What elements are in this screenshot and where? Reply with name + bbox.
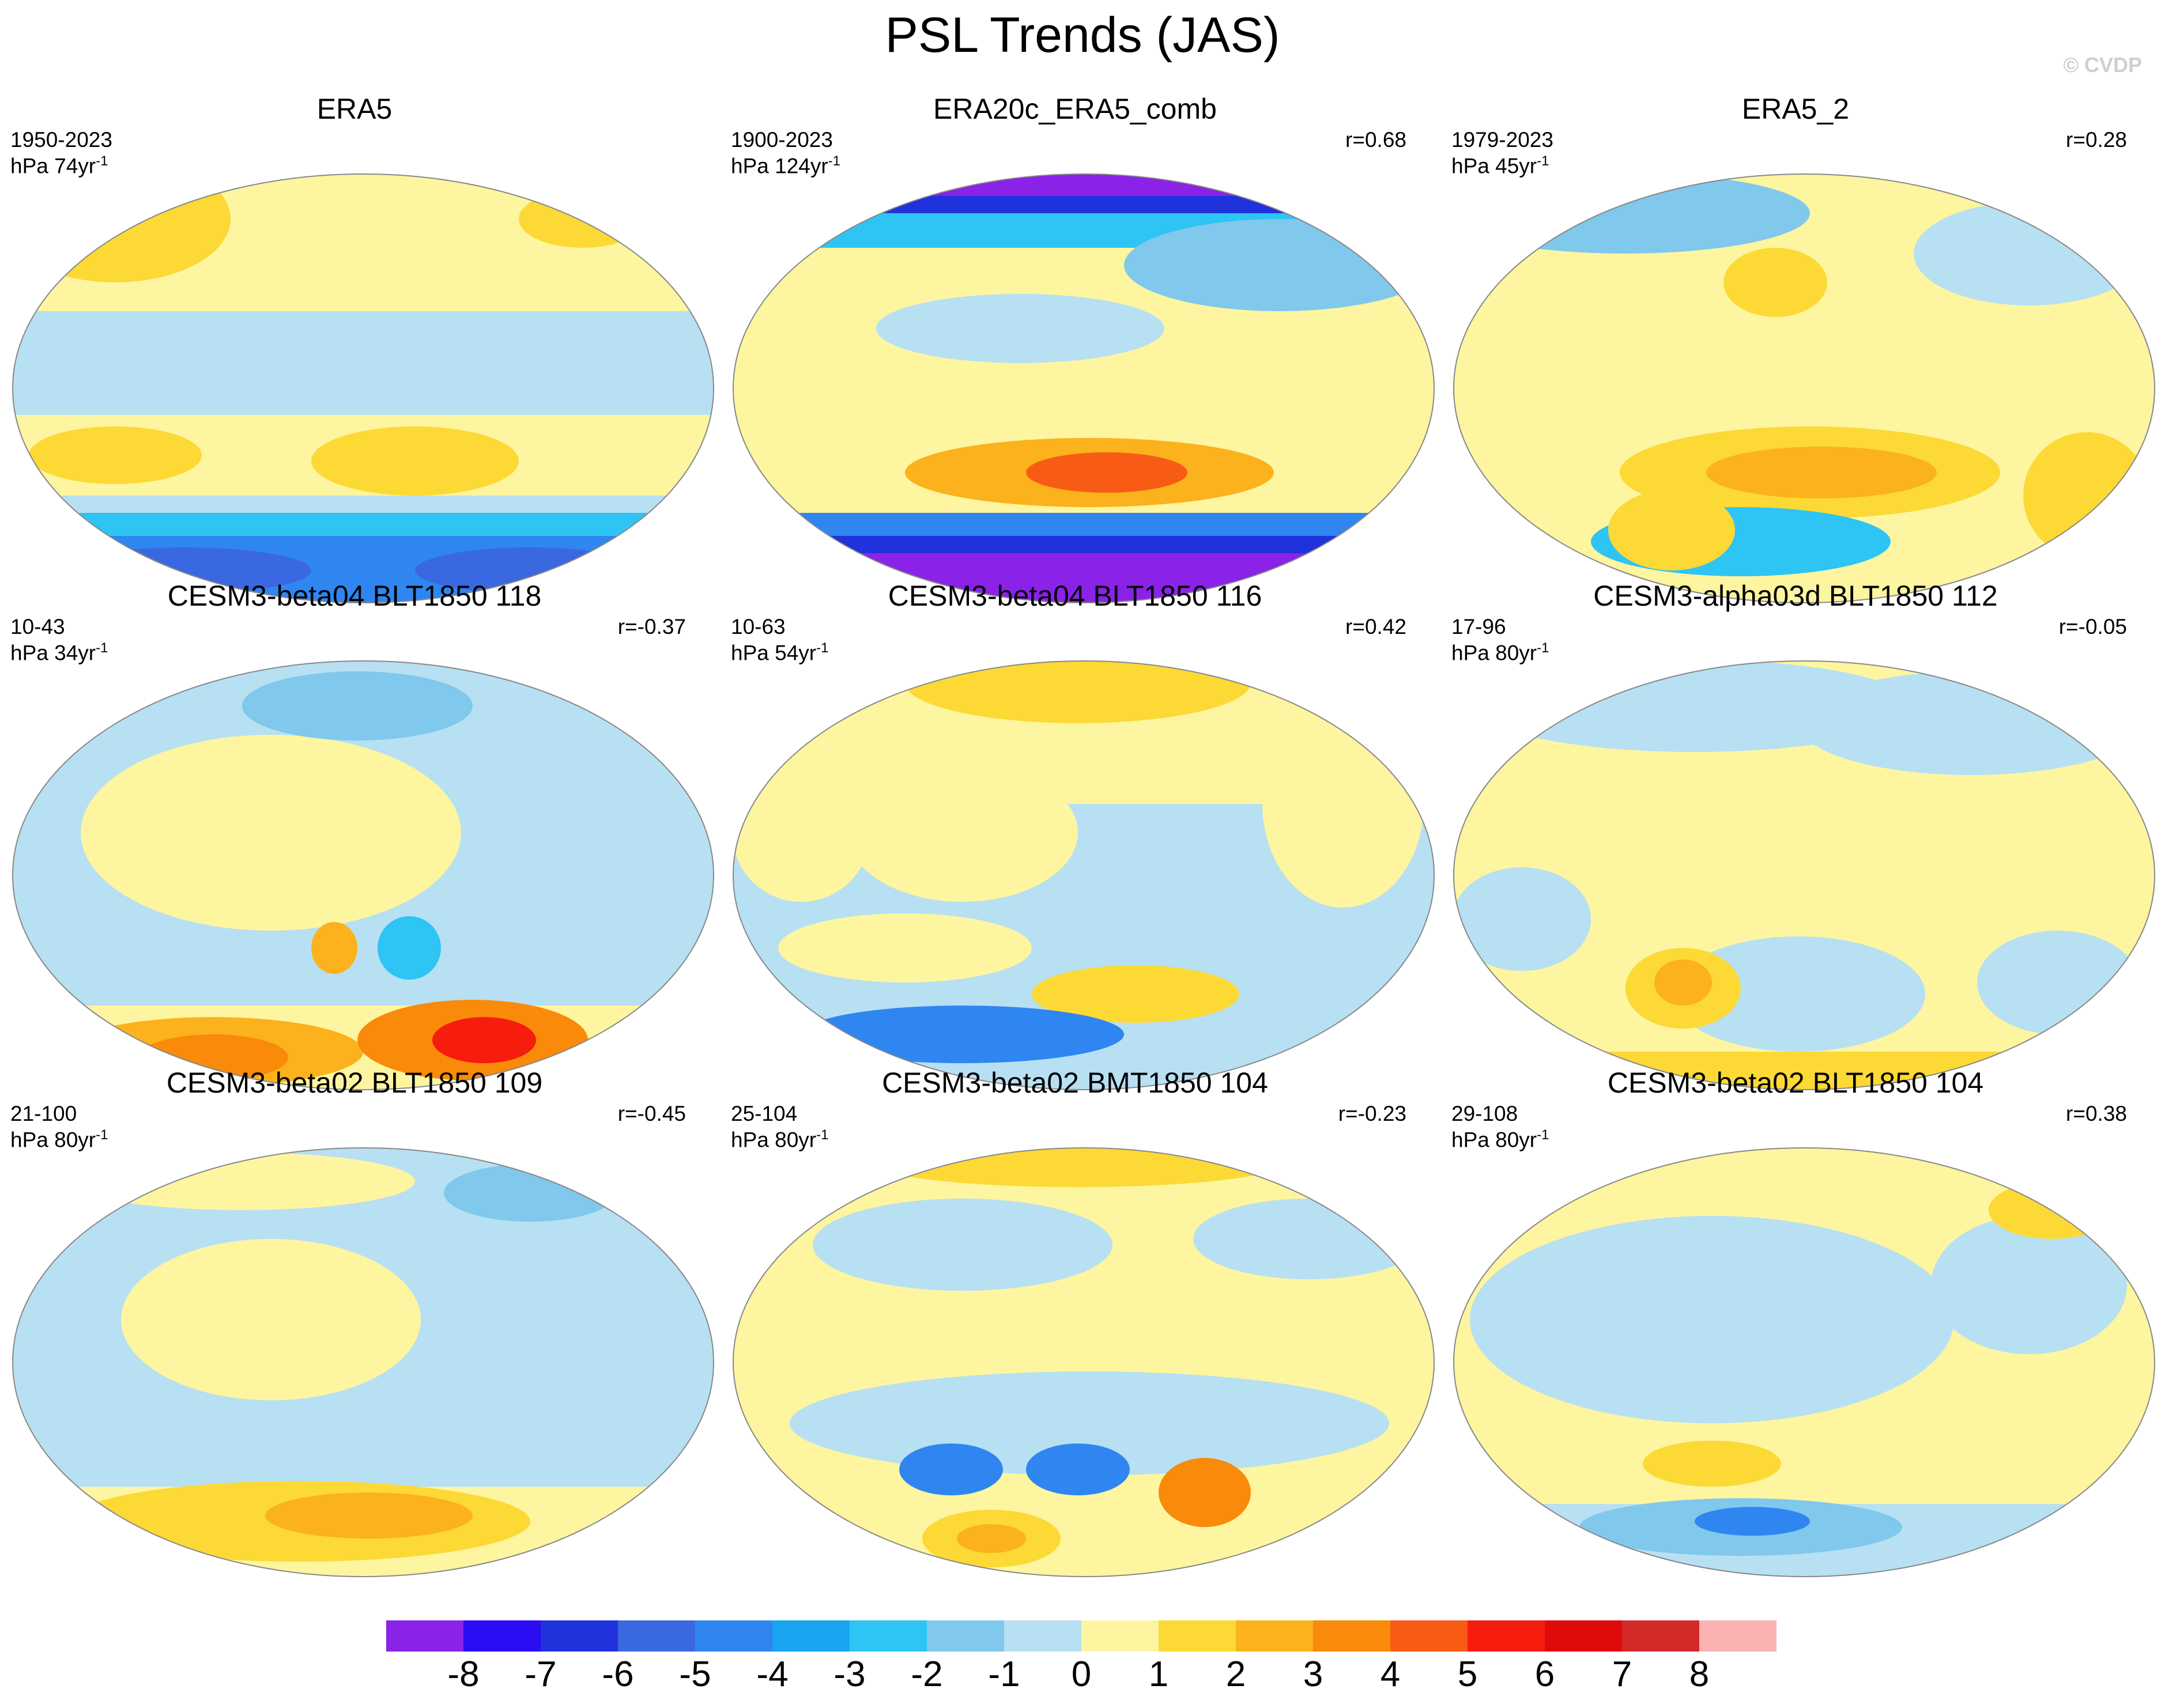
colorbar-box	[1390, 1620, 1468, 1652]
colorbar-tick-label: -2	[911, 1654, 943, 1694]
panel-units: hPa 80yr-1	[10, 1127, 108, 1152]
colorbar-box	[541, 1620, 618, 1652]
map-panel-cesm3-beta04-116: CESM3-beta04 BLT1850 116 10-63 hPa 54yr-…	[721, 579, 1435, 1090]
panel-title: ERA5_2	[1741, 93, 1850, 125]
map-panel-cesm3-beta02-bmt-104: CESM3-beta02 BMT1850 104 25-104 hPa 80yr…	[721, 1066, 1435, 1577]
panel-period: 25-104	[731, 1102, 798, 1125]
panel-correlation: r=0.28	[2066, 128, 2127, 152]
panel-title: CESM3-beta02 BLT1850 104	[1607, 1067, 1984, 1099]
colorbar-box	[695, 1620, 772, 1652]
colorbar-tick-label: 0	[1071, 1654, 1092, 1694]
panel-units: hPa 54yr-1	[731, 640, 829, 665]
colorbar-box	[1236, 1620, 1313, 1652]
map-panel-era5-2: ERA5_2 1979-2023 hPa 45yr-1 r=0.28	[1441, 92, 2155, 603]
map-panel-cesm3-alpha03d-112: CESM3-alpha03d BLT1850 112 17-96 hPa 80y…	[1441, 579, 2155, 1090]
panel-period: 21-100	[10, 1102, 77, 1125]
panel-units: hPa 74yr-1	[10, 153, 108, 178]
colorbar-box	[1468, 1620, 1545, 1652]
panel-title: ERA5	[316, 93, 393, 125]
colorbar-box	[1622, 1620, 1699, 1652]
colorbar-tick-label: 3	[1303, 1654, 1323, 1694]
world-map-cesm3-beta04-118	[12, 660, 714, 1090]
panel-period: 10-43	[10, 615, 65, 638]
colorbar-box	[927, 1620, 1004, 1652]
panel-units: hPa 80yr-1	[1451, 1127, 1549, 1152]
colorbar-box	[1159, 1620, 1236, 1652]
map-panel-cesm3-beta02-blt-104: CESM3-beta02 BLT1850 104 29-108 hPa 80yr…	[1441, 1066, 2155, 1577]
colorbar-box	[1545, 1620, 1622, 1652]
world-map-era5-2	[1453, 173, 2155, 603]
colorbar-tick-label: 2	[1225, 1654, 1246, 1694]
panel-title: CESM3-beta02 BLT1850 109	[166, 1067, 543, 1099]
world-map-era20c	[733, 173, 1435, 603]
world-map-era5	[12, 173, 714, 603]
colorbar-box	[618, 1620, 695, 1652]
panel-period: 1950-2023	[10, 128, 112, 152]
panel-period: 10-63	[731, 615, 786, 638]
colorbar-box	[1699, 1620, 1776, 1652]
panel-title: CESM3-alpha03d BLT1850 112	[1593, 580, 1998, 612]
colorbar-tick-label: -1	[988, 1654, 1020, 1694]
panel-correlation: r=0.68	[1345, 128, 1406, 152]
panel-correlation: r=-0.37	[617, 615, 686, 638]
panel-correlation: r=0.42	[1345, 615, 1406, 638]
map-panel-cesm3-beta04-118: CESM3-beta04 BLT1850 118 10-43 hPa 34yr-…	[0, 579, 714, 1090]
colorbar-box	[1004, 1620, 1081, 1652]
world-map-cesm3-beta02-blt-109	[12, 1147, 714, 1577]
panel-units: hPa 80yr-1	[1451, 640, 1549, 665]
colorbar-box	[386, 1620, 463, 1652]
panel-correlation: r=-0.05	[2058, 615, 2127, 638]
world-map-cesm3-beta02-bmt-104	[733, 1147, 1435, 1577]
panel-units: hPa 34yr-1	[10, 640, 108, 665]
colorbar-box	[1081, 1620, 1159, 1652]
colorbar-box	[772, 1620, 850, 1652]
map-panel-era20c: ERA20c_ERA5_comb 1900-2023 hPa 124yr-1 r…	[721, 92, 1435, 603]
world-map-cesm3-beta04-116	[733, 660, 1435, 1090]
panel-correlation: r=0.38	[2066, 1102, 2127, 1125]
colorbar-box	[463, 1620, 541, 1652]
colorbar-box	[1313, 1620, 1390, 1652]
panel-period: 17-96	[1451, 615, 1506, 638]
panel-title: CESM3-beta02 BMT1850 104	[882, 1067, 1268, 1099]
colorbar-tick-label: 4	[1380, 1654, 1401, 1694]
colorbar-tick-label: 5	[1457, 1654, 1478, 1694]
panel-correlation: r=-0.45	[617, 1102, 686, 1125]
panel-units: hPa 45yr-1	[1451, 153, 1549, 178]
map-panel-era5: ERA5 1950-2023 hPa 74yr-1	[0, 92, 714, 603]
panel-title: ERA20c_ERA5_comb	[933, 93, 1217, 125]
world-map-cesm3-beta02-blt-104	[1453, 1147, 2155, 1577]
colorbar-tick-label: -3	[833, 1654, 866, 1694]
colorbar-tick-label: 8	[1689, 1654, 1710, 1694]
colorbar-tick-label: 7	[1612, 1654, 1632, 1694]
colorbar-tick-label: -7	[525, 1654, 557, 1694]
panel-period: 1900-2023	[731, 128, 833, 152]
copyright-watermark: © CVDP	[2063, 53, 2142, 77]
panel-units: hPa 80yr-1	[731, 1127, 829, 1152]
panel-title: CESM3-beta04 BLT1850 118	[167, 580, 542, 612]
colorbar-tick-label: -5	[679, 1654, 711, 1694]
panel-period: 1979-2023	[1451, 128, 1553, 152]
colorbar-tick-label: -8	[447, 1654, 480, 1694]
colorbar-tick-label: 6	[1534, 1654, 1555, 1694]
colorbar-tick-label: 1	[1148, 1654, 1169, 1694]
world-map-cesm3-alpha03d-112	[1453, 660, 2155, 1090]
panel-units: hPa 124yr-1	[731, 153, 841, 178]
panel-period: 29-108	[1451, 1102, 1518, 1125]
map-panel-cesm3-beta02-blt-109: CESM3-beta02 BLT1850 109 21-100 hPa 80yr…	[0, 1066, 714, 1577]
colorbar-tick-label: -4	[756, 1654, 789, 1694]
colorbar-tick-label: -6	[602, 1654, 634, 1694]
figure-title: PSL Trends (JAS)	[885, 7, 1280, 63]
panel-title: CESM3-beta04 BLT1850 116	[888, 580, 1262, 612]
colorbar-box	[850, 1620, 927, 1652]
panel-correlation: r=-0.23	[1338, 1102, 1406, 1125]
